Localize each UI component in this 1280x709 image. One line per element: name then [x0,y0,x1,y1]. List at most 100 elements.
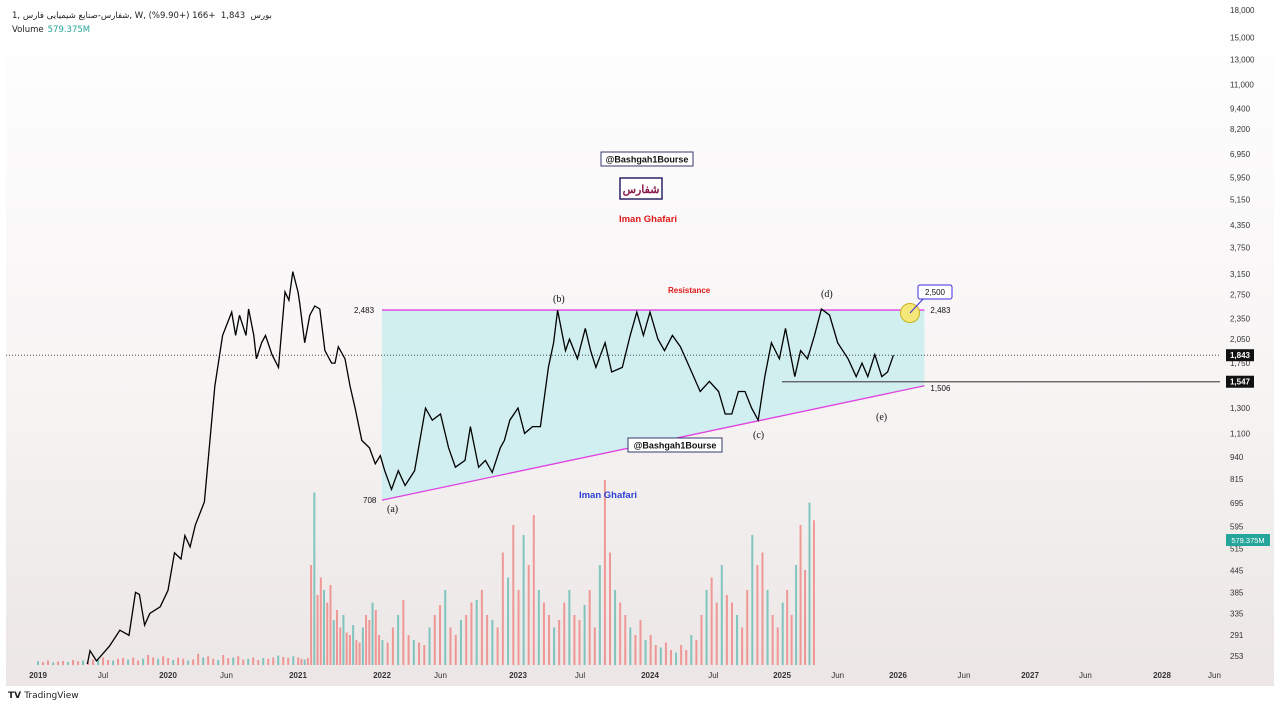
volume-bar [588,590,591,665]
x-tick-label: Jun [220,671,233,680]
volume-bar [407,635,410,665]
y-tick-label: 695 [1230,499,1244,508]
volume-bar [92,659,95,665]
volume-bar [598,565,601,665]
volume-bar [212,658,215,665]
wave-label-c: (c) [753,430,764,441]
volume-bar [122,658,125,665]
y-tick-label: 5,150 [1230,196,1251,205]
volume-bar [578,620,581,665]
volume-bar [37,661,39,665]
volume-bar [593,627,596,665]
volume-bar [459,620,462,665]
volume-bar [137,660,140,665]
volume-bar [319,577,322,665]
volume-bar [512,525,515,665]
volume-bar [368,620,371,665]
x-tick-label: 2026 [889,671,907,680]
volume-bar [771,615,774,665]
tradingview-brand-name: TradingView [24,691,79,701]
level-label-708: 708 [363,496,377,505]
symbol-box-frame [619,177,663,200]
volume-bar [397,615,400,665]
volume-bar [659,647,662,665]
volume-bar [700,615,703,665]
y-tick-label: 2,350 [1230,314,1251,323]
volume-bar [300,658,303,665]
volume-bar [609,552,612,665]
volume-bar [157,658,160,665]
volume-bar [378,635,381,665]
volume-bar [335,610,338,665]
volume-bar [553,627,556,665]
volume-bar [766,590,769,665]
y-tick-label: 8,200 [1230,125,1251,134]
volume-bar [715,602,718,665]
callout-pointer [909,297,925,314]
volume-bar [573,615,576,665]
x-tick-label: 2023 [509,671,527,680]
volume-bar [583,605,586,665]
volume-bar [292,656,295,665]
volume-bar [62,661,65,665]
watermark-top-box [600,151,694,167]
symbol-title[interactable]: 1, شفارس-صنایع شیمیایی فارس, W, بورس [12,11,272,21]
volume-bar [117,658,120,665]
volume-bar [67,662,70,665]
volume-bar [644,640,647,665]
tradingview-logo[interactable]: TV TradingView [8,691,79,701]
volume-bar [277,655,280,665]
volume-bar [227,658,230,665]
volume-bar [127,659,130,665]
price-badge-1843: 1,843 [1230,351,1251,360]
y-tick-label: 445 [1230,566,1244,575]
price-change: +166 (+9.90%) [148,11,216,21]
volume-bar [439,605,442,665]
y-tick-label: 5,950 [1230,174,1251,183]
volume-bar [232,657,235,665]
volume-bar [634,635,637,665]
volume-badge: 579.375M [1231,536,1264,545]
volume-bar [402,600,405,665]
level-label-1506: 1,506 [930,384,951,393]
volume-bar [568,590,571,665]
y-tick-label: 515 [1230,544,1244,553]
x-tick-label: 2021 [289,671,307,680]
x-tick-label: Jun [1079,671,1092,680]
y-tick-label: 2,750 [1230,291,1251,300]
volume-bar [262,658,265,665]
volume-bar [361,627,364,665]
volume-bar [776,627,779,665]
volume-bar [501,552,504,665]
volume-bar [391,627,394,665]
volume-bar [42,662,45,665]
volume-bar [97,658,100,665]
volume-bar [532,515,535,665]
volume-bar [736,615,739,665]
volume-bar [730,602,733,665]
volume-bar [310,565,313,665]
volume-bar [790,615,793,665]
volume-badge-bg [1226,534,1270,546]
y-tick-label: 3,750 [1230,244,1251,253]
last-price: 1,843 [220,11,246,21]
volume-bar [522,535,525,665]
volume-bar [142,658,145,665]
symbol-box-label: شفارس [623,184,660,196]
volume-label: Volume [12,25,44,35]
volume-bar [252,657,255,665]
volume-bar [695,640,698,665]
y-tick-label: 6,950 [1230,150,1251,159]
resistance-label: Resistance [668,286,711,295]
volume-bar [371,602,374,665]
legend: 1, شفارس-صنایع شیمیایی فارس, W, بورس 1,8… [12,9,272,37]
x-tick-label: Jul [98,671,108,680]
x-tick-label: 2028 [1153,671,1171,680]
y-tick-label: 13,000 [1230,55,1255,64]
volume-bar [313,492,316,665]
volume-bar [454,635,457,665]
y-tick-label: 940 [1230,453,1244,462]
wave-label-d: (d) [821,289,833,300]
watermark-mid-box [627,437,723,453]
